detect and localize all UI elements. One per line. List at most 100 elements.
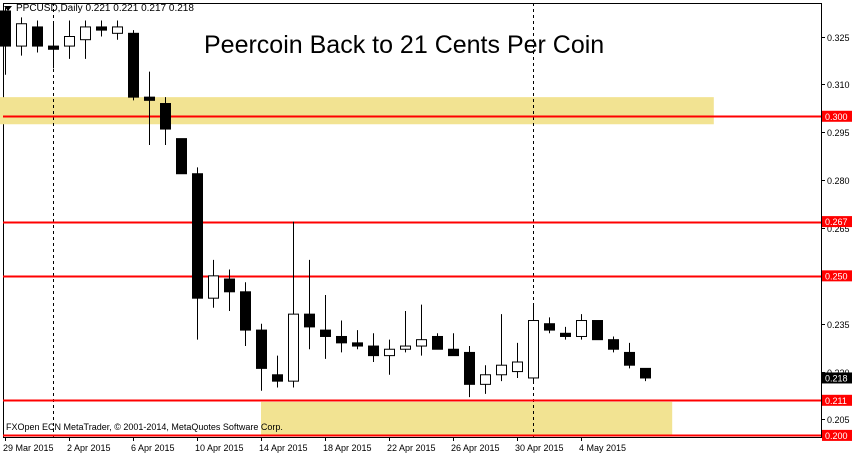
candle-body bbox=[48, 45, 59, 50]
x-tick-label: 14 Apr 2015 bbox=[259, 443, 308, 453]
candle-body bbox=[240, 291, 251, 331]
candle-body bbox=[576, 320, 587, 337]
candle-body bbox=[64, 36, 75, 47]
candle bbox=[608, 336, 619, 353]
candle-body bbox=[32, 26, 43, 47]
candle-body bbox=[16, 23, 27, 47]
y-tick-label: 0.325 bbox=[827, 33, 850, 43]
candle-body bbox=[112, 26, 123, 34]
candle-body bbox=[208, 275, 219, 299]
candle-body bbox=[352, 342, 363, 347]
collapse-triangle-icon[interactable] bbox=[4, 5, 12, 11]
candle bbox=[320, 294, 331, 359]
candle bbox=[384, 339, 395, 375]
candle bbox=[416, 304, 427, 356]
candle bbox=[240, 282, 251, 347]
candle bbox=[432, 333, 443, 350]
candle bbox=[176, 138, 187, 175]
candle-body bbox=[304, 313, 315, 328]
x-tick-label: 18 Apr 2015 bbox=[323, 443, 372, 453]
candle-body bbox=[448, 348, 459, 357]
candle-body bbox=[400, 345, 411, 350]
plot-frame bbox=[3, 3, 822, 438]
price-tag bbox=[822, 394, 852, 406]
candle bbox=[640, 367, 651, 382]
candle-body bbox=[368, 345, 379, 357]
candle bbox=[544, 317, 555, 334]
candle bbox=[80, 20, 91, 59]
price-tag bbox=[822, 372, 852, 384]
price-tag-label: 0.200 bbox=[825, 431, 848, 441]
candle-body bbox=[384, 348, 395, 357]
y-tick-label: 0.295 bbox=[827, 128, 850, 138]
x-tick-label: 4 May 2015 bbox=[579, 443, 626, 453]
candle-body bbox=[528, 320, 539, 379]
x-tick-label: 30 Apr 2015 bbox=[515, 443, 564, 453]
candle-body bbox=[192, 173, 203, 299]
y-tick-label: 0.280 bbox=[827, 176, 850, 186]
candle bbox=[448, 333, 459, 357]
price-tag bbox=[822, 429, 852, 441]
candle bbox=[272, 355, 283, 388]
price-tag-label: 0.300 bbox=[825, 112, 848, 122]
x-tick-label: 6 Apr 2015 bbox=[131, 443, 175, 453]
candle bbox=[592, 320, 603, 341]
price-tag-label: 0.250 bbox=[825, 271, 848, 281]
candle-body bbox=[0, 10, 11, 47]
candle-body bbox=[416, 339, 427, 347]
candle-body bbox=[128, 32, 139, 98]
candle-body bbox=[144, 96, 155, 101]
y-tick-label: 0.265 bbox=[827, 224, 850, 234]
y-tick-label: 0.205 bbox=[827, 415, 850, 425]
candle-body bbox=[464, 351, 475, 385]
candle bbox=[48, 23, 59, 69]
y-tick-label: 0.310 bbox=[827, 80, 850, 90]
candle bbox=[160, 97, 171, 146]
candle-body bbox=[272, 374, 283, 382]
price-tag-label: 0.218 bbox=[825, 373, 848, 383]
candle bbox=[336, 320, 347, 353]
candle-body bbox=[96, 26, 107, 31]
candle-body bbox=[176, 138, 187, 175]
x-tick-label: 10 Apr 2015 bbox=[195, 443, 244, 453]
candle-body bbox=[160, 103, 171, 130]
symbol-label: PPCUSD,Daily bbox=[16, 3, 83, 14]
candle bbox=[144, 71, 155, 146]
candle bbox=[0, 7, 11, 75]
candle bbox=[96, 20, 107, 37]
ohlc-readout: 0.221 0.221 0.217 0.218 bbox=[85, 3, 194, 14]
highlight-zone bbox=[261, 401, 673, 435]
candle bbox=[256, 323, 267, 391]
x-tick-label: 2 Apr 2015 bbox=[67, 443, 111, 453]
candle bbox=[64, 20, 75, 59]
candle-body bbox=[224, 278, 235, 293]
price-tag bbox=[822, 270, 852, 282]
x-tick-label: 29 Mar 2015 bbox=[3, 443, 54, 453]
candle bbox=[112, 20, 123, 40]
candle bbox=[128, 30, 139, 101]
candle-body bbox=[480, 374, 491, 385]
candle bbox=[560, 326, 571, 340]
candle bbox=[352, 330, 363, 350]
candle bbox=[480, 365, 491, 394]
price-tag bbox=[822, 216, 852, 228]
candle bbox=[624, 342, 635, 369]
candle-body bbox=[288, 313, 299, 382]
copyright-text: FXOpen ECN MetaTrader, © 2001-2014, Meta… bbox=[6, 422, 283, 432]
candle bbox=[192, 167, 203, 340]
chart-header: PPCUSD,Daily 0.221 0.221 0.217 0.218 bbox=[4, 3, 194, 14]
candle-body bbox=[560, 332, 571, 337]
candle-body bbox=[432, 335, 443, 350]
candle-body bbox=[624, 351, 635, 366]
y-tick-label: 0.235 bbox=[827, 320, 850, 330]
candle-body bbox=[496, 364, 507, 376]
price-tag bbox=[822, 110, 852, 122]
candle bbox=[512, 342, 523, 378]
highlight-zone bbox=[0, 97, 714, 125]
candle bbox=[576, 314, 587, 340]
candle bbox=[304, 259, 315, 350]
candle bbox=[16, 17, 27, 56]
candle bbox=[288, 221, 299, 388]
candle-body bbox=[640, 367, 651, 379]
candle-body bbox=[80, 26, 91, 41]
